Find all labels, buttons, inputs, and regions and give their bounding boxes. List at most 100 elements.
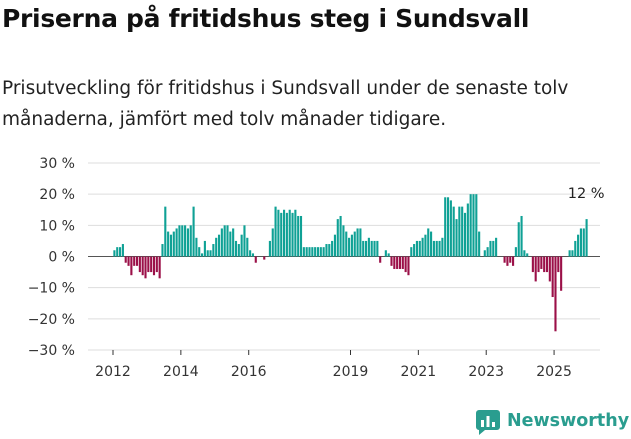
bar (155, 256, 158, 273)
bar (475, 194, 478, 257)
bar (178, 225, 181, 257)
y-tick-label: 30 % (39, 156, 75, 172)
bar (243, 225, 246, 257)
bar (517, 222, 520, 257)
bar (212, 244, 215, 257)
bar (314, 247, 317, 257)
bar (554, 256, 557, 332)
bar (201, 253, 204, 257)
bar (254, 256, 257, 263)
bar (119, 247, 122, 257)
bar (316, 247, 320, 257)
bar (339, 215, 342, 257)
bar (184, 225, 187, 257)
bar (582, 228, 585, 257)
bar (489, 240, 492, 257)
bar (537, 256, 540, 273)
bar (277, 209, 280, 257)
bar (164, 206, 167, 257)
x-tick-label: 2023 (468, 364, 504, 380)
bar (234, 240, 238, 257)
bar (540, 256, 543, 269)
bar (215, 237, 218, 257)
bar (311, 247, 314, 257)
bar (503, 256, 506, 263)
bar (271, 228, 274, 257)
x-axis: 2012 2014 2016 2019 2021 2023 2025 (95, 350, 572, 380)
bar (509, 256, 512, 263)
bar (545, 256, 549, 273)
bar (147, 256, 150, 273)
bar (472, 194, 475, 257)
bar (362, 240, 365, 257)
bar (410, 247, 413, 257)
bar (167, 231, 170, 257)
bar (223, 225, 226, 257)
bar (181, 225, 184, 257)
bar (461, 206, 464, 257)
bar (486, 247, 489, 257)
bar (240, 234, 243, 257)
bar (274, 206, 277, 257)
x-tick-label: 2025 (536, 364, 572, 380)
bar (342, 225, 345, 257)
bar (246, 237, 249, 257)
bar (387, 253, 390, 257)
bar (520, 215, 523, 257)
bar (446, 197, 450, 257)
bar (367, 237, 370, 257)
bar (121, 244, 124, 257)
bar (294, 209, 297, 257)
bar (116, 247, 119, 257)
bar (299, 215, 303, 257)
bar (469, 194, 472, 257)
bar (336, 219, 339, 257)
bar (449, 200, 452, 257)
bar (531, 256, 534, 273)
chart-subtitle: Prisutveckling för fritidshus i Sundsval… (2, 78, 569, 130)
bar (217, 234, 221, 257)
bar (285, 212, 288, 257)
bar (466, 203, 469, 257)
bar (574, 240, 577, 257)
bar (452, 206, 455, 257)
bar (288, 209, 291, 257)
bar (424, 234, 427, 257)
bar (359, 228, 362, 257)
bar (427, 228, 430, 257)
bar (415, 240, 418, 257)
bar (435, 240, 438, 257)
bar (345, 231, 348, 257)
y-tick-label: −30 % (28, 343, 75, 359)
bar (206, 250, 209, 257)
bar (396, 256, 399, 269)
bar (407, 256, 410, 276)
bar (189, 225, 192, 257)
chart-title: Priserna på fritidshus steg i Sundsvall (2, 4, 530, 33)
x-tick-label: 2012 (95, 364, 131, 380)
bar (390, 256, 393, 266)
bar (291, 212, 294, 257)
bar (404, 256, 407, 273)
bar (523, 250, 526, 257)
bar (398, 256, 402, 269)
bar (512, 256, 515, 266)
y-tick-label: −10 % (28, 281, 75, 297)
x-tick-label: 2019 (333, 364, 369, 380)
bar (438, 240, 441, 257)
bar (226, 225, 229, 257)
bar (319, 247, 322, 257)
y-tick-label: 10 % (39, 218, 75, 234)
bar (130, 256, 133, 276)
bar (232, 228, 235, 257)
bar (492, 240, 495, 257)
brand-logo[interactable]: Newsworthy (476, 406, 629, 436)
bar (455, 219, 458, 257)
bar (297, 215, 300, 257)
last-value-label: 12 % (568, 186, 605, 202)
bar (534, 256, 537, 282)
bar (350, 234, 353, 257)
bar (203, 240, 206, 257)
y-axis: 30 % 20 % 10 % 0 % −10 % −20 % −30 % (28, 156, 75, 359)
bar (393, 256, 396, 269)
